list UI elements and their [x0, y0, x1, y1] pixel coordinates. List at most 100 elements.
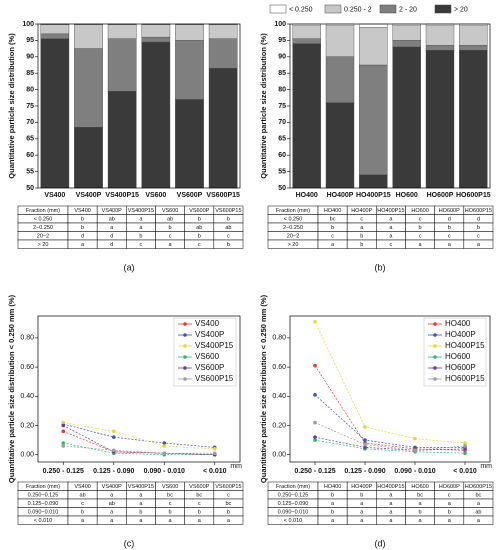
- data-point: [363, 425, 367, 429]
- y-tick-label: 95: [278, 37, 286, 44]
- table-text: a: [477, 518, 481, 524]
- table-text: d: [110, 242, 113, 248]
- table-text: a: [331, 518, 335, 524]
- table-text: a: [360, 510, 364, 516]
- table-text: b: [331, 493, 334, 499]
- table-text: c: [198, 242, 201, 248]
- data-point: [463, 447, 467, 451]
- x-tick-label: 0.250 - 0.125: [294, 468, 335, 475]
- table-header: HO400: [324, 208, 341, 214]
- table-text: b: [169, 225, 172, 231]
- bar-segment: [74, 48, 103, 128]
- legend-marker: [433, 333, 437, 337]
- data-point: [313, 363, 317, 368]
- table-text: a: [139, 493, 143, 499]
- x-tick-label: HO600: [396, 192, 418, 199]
- bar-segment: [175, 99, 204, 189]
- table-text: a: [139, 217, 143, 223]
- table-text: b: [81, 217, 84, 223]
- x-axis-label: mm: [230, 463, 242, 470]
- table-text: c: [390, 242, 393, 248]
- series-line: [63, 442, 215, 456]
- table-header: VS400P15: [128, 208, 154, 214]
- table-text: a: [331, 242, 335, 248]
- y-tick-label: 90: [278, 54, 286, 61]
- legend-label: < 0.250: [289, 6, 313, 13]
- y-tick-label: 0.20: [20, 422, 34, 429]
- table-header: Fraction (mm): [276, 484, 310, 490]
- bar-segment: [292, 25, 321, 39]
- table-text: < 0.010: [34, 518, 53, 524]
- table-text: bc: [167, 493, 173, 499]
- table-header: HO600P15: [465, 484, 492, 490]
- table-header: VS600P15: [215, 484, 241, 490]
- table-text: > 20: [38, 242, 49, 248]
- data-point: [111, 435, 116, 439]
- table-text: a: [227, 518, 231, 524]
- table-text: a: [331, 501, 335, 507]
- table-text: a: [419, 242, 423, 248]
- data-point: [413, 448, 417, 453]
- table-text: ab: [225, 225, 231, 231]
- table-text: b: [448, 225, 451, 231]
- bar-segment: [359, 23, 388, 28]
- legend-swatch: [434, 4, 452, 14]
- plot-frame: [37, 315, 241, 463]
- bar-segment: [459, 25, 488, 46]
- bar-segment: [459, 50, 488, 189]
- bar-segment: [392, 46, 421, 189]
- plot-frame: [37, 23, 241, 189]
- x-tick-label: VS400P15: [105, 192, 139, 199]
- table-text: a: [389, 518, 393, 524]
- table-text: c: [81, 501, 84, 507]
- table-text: a: [81, 242, 85, 248]
- table-text: a: [389, 234, 393, 240]
- y-tick-label: 80: [26, 86, 34, 93]
- legend-swatch: [324, 4, 342, 14]
- table-text: a: [389, 217, 393, 223]
- table-text: b: [139, 234, 142, 240]
- table-text: a: [360, 225, 364, 231]
- table-cell: [463, 515, 494, 525]
- bar-segment: [107, 38, 137, 92]
- legend-marker: [433, 344, 437, 348]
- bar-segment: [141, 41, 171, 189]
- table-header: HO400P: [351, 484, 372, 490]
- table-text: b: [360, 242, 363, 248]
- caption: (d): [375, 538, 386, 548]
- table-text: a: [389, 510, 393, 516]
- table-text: b: [81, 510, 84, 516]
- table-header: VS600: [162, 484, 179, 490]
- series-line: [314, 321, 466, 444]
- table-text: a: [448, 501, 452, 507]
- table-text: ab: [80, 493, 86, 499]
- table-text: b: [419, 510, 422, 516]
- table-text: a: [139, 501, 143, 507]
- table-text: a: [169, 518, 173, 524]
- x-tick-label: 0.090 - 0.010: [144, 468, 185, 475]
- table-text: c: [448, 234, 451, 240]
- data-point: [313, 435, 317, 439]
- bar-segment: [325, 25, 355, 57]
- table-header: HO600: [411, 484, 428, 490]
- table-text: bc: [226, 501, 232, 507]
- y-tick-label: 0.20: [272, 422, 286, 429]
- y-tick-label: 0.40: [272, 393, 286, 400]
- table-text: a: [448, 518, 452, 524]
- y-tick-label: 65: [26, 136, 34, 143]
- table-cell: [213, 239, 244, 249]
- y-tick-label: 90: [26, 54, 34, 61]
- data-point: [413, 436, 417, 441]
- legend-label: 0.250 - 2: [344, 6, 372, 13]
- bar-segment: [40, 24, 70, 35]
- table-text: a: [139, 225, 143, 231]
- data-point: [212, 447, 217, 451]
- table-text: b: [360, 493, 363, 499]
- table-text: > 20: [288, 242, 299, 248]
- table-text: d: [110, 234, 113, 240]
- y-tick-label: 50: [278, 185, 286, 192]
- bar-segment: [175, 24, 204, 41]
- x-tick-label: HO400P15: [356, 192, 391, 199]
- bar-segment: [208, 68, 238, 189]
- x-tick-label: 0.125 - 0.090: [344, 468, 385, 475]
